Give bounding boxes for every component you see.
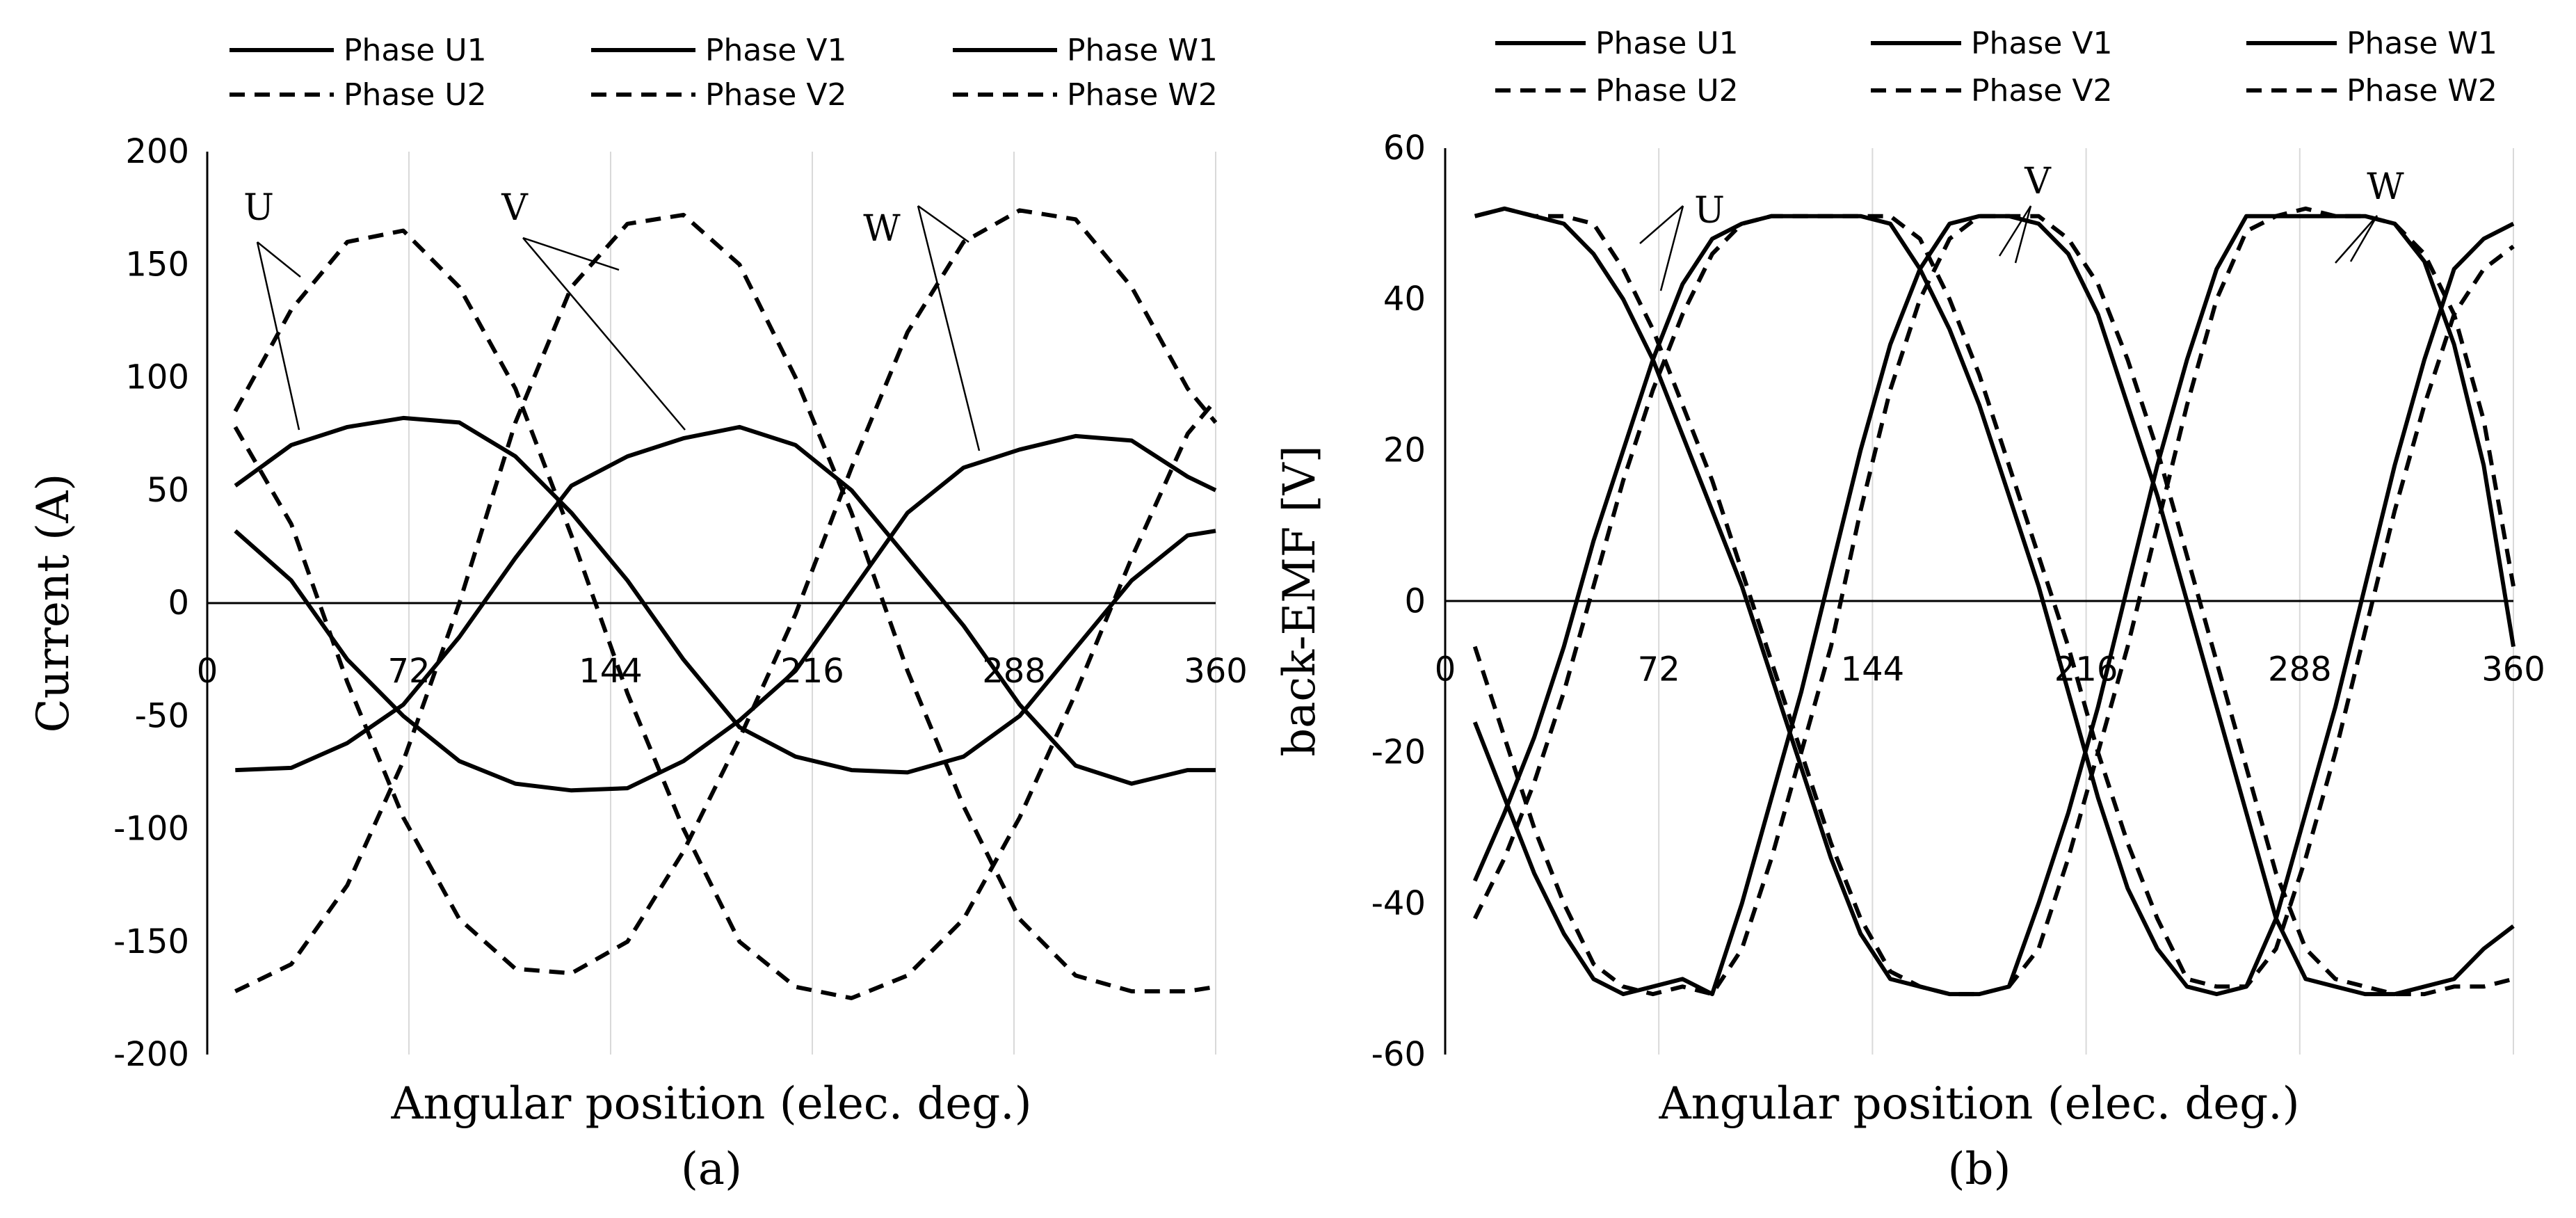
x-tick-label: 72 <box>1638 650 1680 689</box>
annotation-leader-line <box>2335 215 2378 264</box>
series-line-phase-u1 <box>234 415 1216 775</box>
x-tick-label: 144 <box>579 652 643 691</box>
series-line-phase-v1 <box>1472 214 2515 997</box>
x-tick-label: 72 <box>387 652 430 691</box>
y-tick-label: -150 <box>113 922 189 961</box>
y-tick-label: -40 <box>1371 884 1426 923</box>
y-tick-label: 0 <box>168 584 189 623</box>
y-axis-title-a: Current (A) <box>28 474 79 733</box>
annotations-b: U V W <box>1639 161 2404 291</box>
series-line-phase-v2 <box>234 212 1216 994</box>
series-line-phase-w2 <box>1473 214 2515 989</box>
legend-label-phase-w1: Phase W1 <box>2346 26 2497 61</box>
x-axis-title-b: Angular position (elec. deg.) <box>1658 1078 2299 1130</box>
x-tick-label: 0 <box>1435 650 1456 689</box>
series-line-phase-v1 <box>235 424 1216 786</box>
x-tick-label: 144 <box>1841 650 1905 689</box>
y-tick-label: 100 <box>125 358 189 397</box>
y-tick-label: -50 <box>135 696 189 735</box>
annotation-leader-line <box>917 205 981 451</box>
legend-label-phase-u1: Phase U1 <box>1595 26 1739 61</box>
annotation-leader-line <box>522 237 620 271</box>
annotation-leader-line <box>1998 205 2032 257</box>
annotation-label-w: W <box>2367 166 2404 208</box>
x-tick-label: 288 <box>2268 650 2332 689</box>
y-tick-label: -20 <box>1371 733 1426 772</box>
annotation-leader-line <box>2349 215 2378 262</box>
y-tick-label: 0 <box>1404 582 1426 621</box>
legend-label-phase-v1: Phase V1 <box>1971 26 2112 61</box>
annotation-leader-line <box>2014 205 2032 264</box>
series-line-phase-w2 <box>233 208 1218 976</box>
legend-label-phase-v2: Phase V2 <box>705 77 846 113</box>
y-tick-label: 60 <box>1383 129 1426 168</box>
panel-label-b: (b) <box>1948 1144 2011 1195</box>
annotation-leader-line <box>522 237 686 431</box>
y-tick-label: 40 <box>1383 280 1426 319</box>
y-tick-label: -60 <box>1371 1035 1426 1074</box>
series-line-phase-w1 <box>1472 214 2515 997</box>
legend-label-phase-w2: Phase W2 <box>2346 73 2497 109</box>
annotation-leader-line <box>257 241 301 278</box>
annotation-leader-line <box>1639 205 1684 244</box>
x-tick-labels-b: 0 72 144 216 288 360 <box>1435 650 2545 689</box>
y-tick-labels-a: 200 150 100 50 0 -50 -100 -150 -200 <box>113 132 189 1074</box>
panel-a: Phase U1 Phase V1 Phase W1 Phase U2 Phase V2… <box>28 33 1248 1195</box>
annotation-leader-line <box>256 241 300 431</box>
y-tick-label: -100 <box>113 810 189 849</box>
y-tick-label: 200 <box>125 132 189 171</box>
y-axis-title-b: back-EMF [V] <box>1274 445 1326 756</box>
x-tick-label: 288 <box>982 652 1046 691</box>
annotation-leader-line <box>1659 205 1684 291</box>
legend-a: Phase U1 Phase V1 Phase W1 Phase U2 Phase V2… <box>230 33 1218 113</box>
series-line-phase-v2 <box>1472 214 2514 997</box>
annotation-leader-line <box>917 205 969 243</box>
y-tick-label: 20 <box>1383 431 1426 470</box>
annotation-label-v: V <box>2024 161 2052 202</box>
legend-label-phase-u2: Phase U2 <box>344 77 487 113</box>
x-tick-labels-a: 0 72 144 216 288 360 <box>197 652 1248 691</box>
x-tick-label: 0 <box>197 652 218 691</box>
annotations-a: U V W <box>243 187 981 451</box>
series-line-phase-u2 <box>233 228 1218 1000</box>
series-line-phase-w1 <box>234 433 1217 793</box>
annotation-label-u: U <box>243 187 274 229</box>
series-line-phase-u2 <box>1474 206 2515 997</box>
legend-label-phase-w1: Phase W1 <box>1067 33 1218 68</box>
annotation-label-w: W <box>863 208 901 250</box>
x-tick-label: 360 <box>1184 652 1248 691</box>
y-tick-label: -200 <box>113 1035 189 1074</box>
legend-label-phase-v2: Phase V2 <box>1971 73 2112 109</box>
annotation-label-v: V <box>501 187 529 229</box>
panel-label-a: (a) <box>681 1144 742 1195</box>
legend-label-phase-u1: Phase U1 <box>344 33 487 68</box>
legend-b: Phase U1 Phase V1 Phase W1 Phase U2 Phase V2… <box>1495 26 2497 109</box>
x-axis-title-a: Angular position (elec. deg.) <box>390 1078 1031 1130</box>
y-tick-label: 50 <box>147 471 189 510</box>
x-tick-label: 360 <box>2481 650 2545 689</box>
annotation-label-u: U <box>1694 190 1725 232</box>
x-tick-label: 216 <box>780 652 844 691</box>
series-b <box>1472 206 2515 997</box>
legend-label-phase-u2: Phase U2 <box>1595 73 1739 109</box>
y-tick-labels-b: 60 40 20 0 -20 -40 -60 <box>1371 129 1426 1074</box>
x-tick-label: 216 <box>2054 650 2118 689</box>
series-a <box>233 208 1218 1000</box>
panel-b: Phase U1 Phase V1 Phase W1 Phase U2 Phase V2… <box>1274 26 2545 1195</box>
legend-label-phase-v1: Phase V1 <box>705 33 846 68</box>
y-tick-label: 150 <box>125 245 189 284</box>
legend-label-phase-w2: Phase W2 <box>1067 77 1218 113</box>
